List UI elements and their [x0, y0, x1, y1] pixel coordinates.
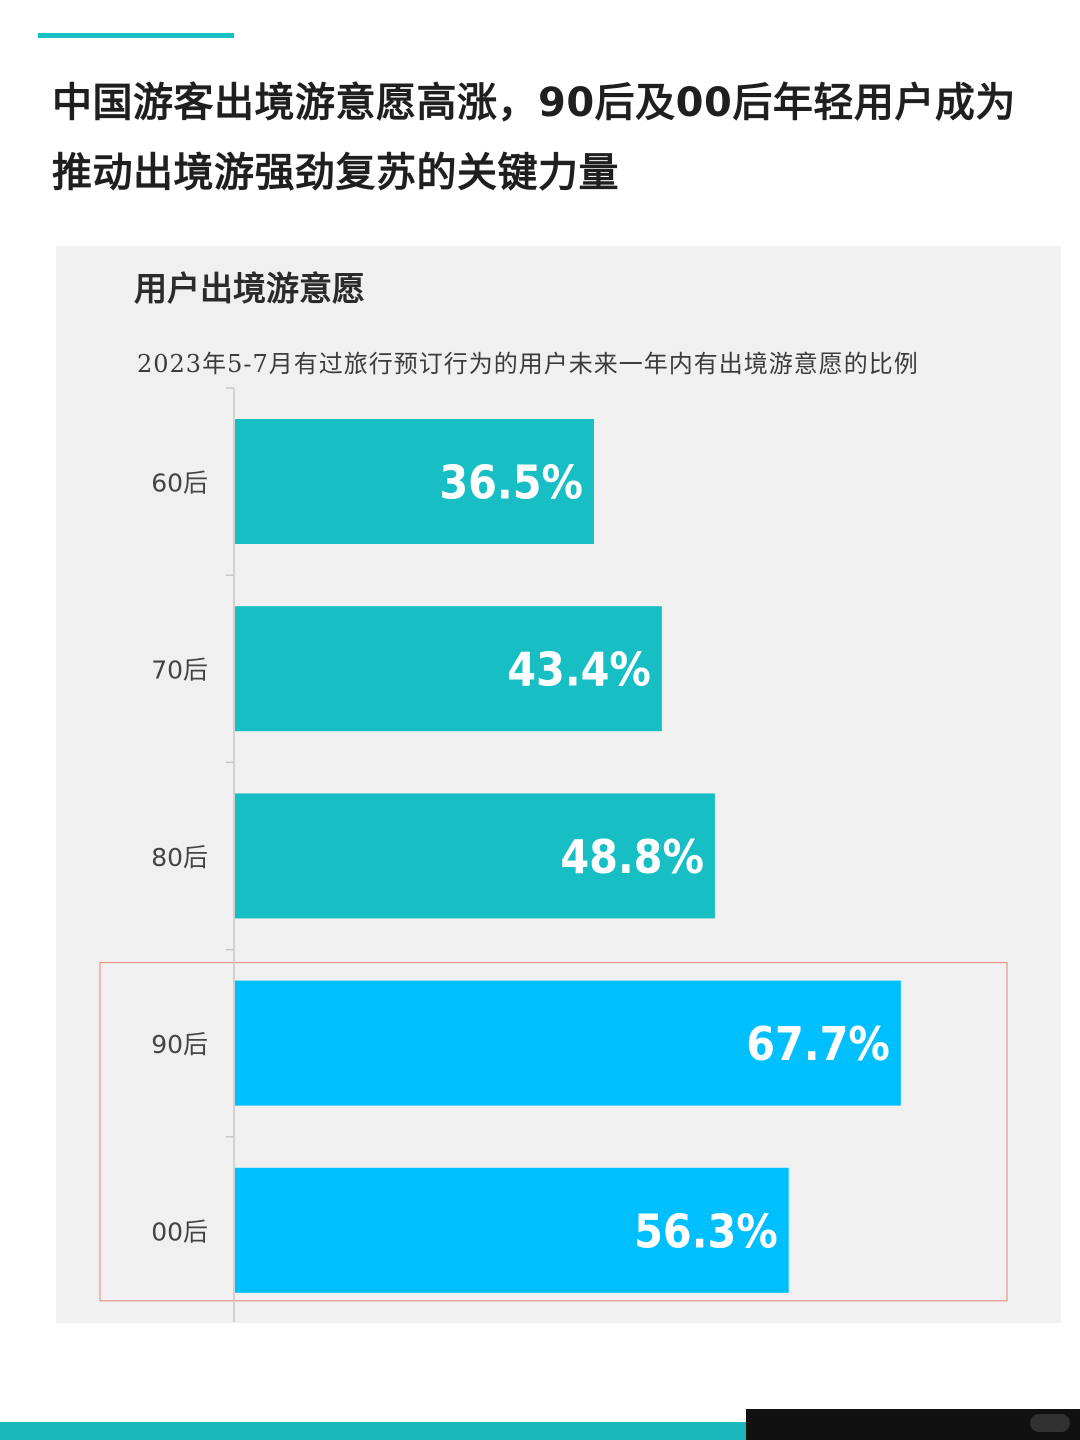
category-label: 70后 — [151, 656, 208, 685]
category-label: 60后 — [151, 469, 208, 498]
value-label: 67.7% — [746, 1017, 890, 1071]
value-label: 48.8% — [560, 830, 704, 884]
page-headline: 中国游客出境游意愿高涨，90后及00后年轻用户成为推动出境游强劲复苏的关键力量 — [52, 80, 1016, 196]
bottom-dark-block — [746, 1409, 1080, 1440]
category-label: 90后 — [151, 1030, 208, 1059]
category-label: 80后 — [151, 843, 208, 872]
value-label: 36.5% — [439, 456, 583, 510]
chart-subtitle: 2023年5-7月有过旅行预订行为的用户未来一年内有出境游意愿的比例 — [137, 350, 919, 378]
category-label: 00后 — [151, 1217, 208, 1246]
watermark-badge — [1030, 1414, 1070, 1432]
value-label: 56.3% — [634, 1204, 778, 1258]
value-label: 43.4% — [507, 643, 651, 697]
bar-5 — [235, 1167, 789, 1293]
bar-3 — [235, 793, 715, 919]
top-accent-line — [38, 33, 234, 38]
highlight-box — [99, 962, 1008, 1302]
bar-2 — [235, 606, 662, 732]
chart-title: 用户出境游意愿 — [134, 269, 365, 308]
bar-4 — [235, 980, 901, 1106]
bar-1 — [235, 419, 594, 544]
